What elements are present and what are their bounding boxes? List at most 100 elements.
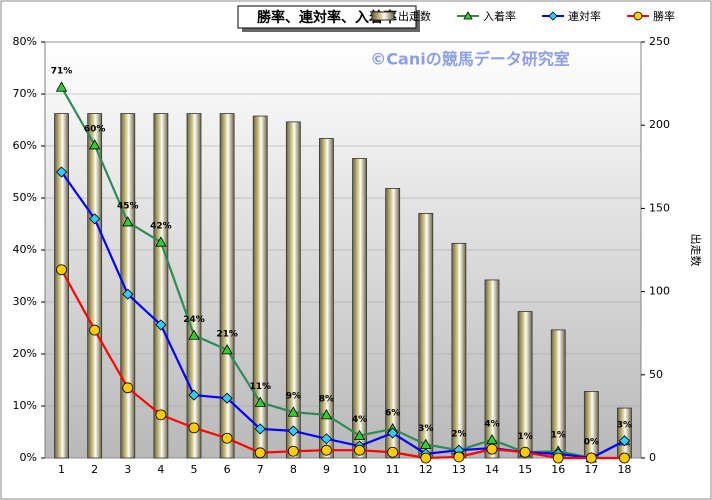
marker bbox=[254, 447, 266, 459]
y2-tick-label: 0 bbox=[649, 451, 656, 464]
legend-marker bbox=[633, 11, 643, 21]
marker bbox=[519, 446, 531, 458]
marker bbox=[155, 409, 167, 421]
bar bbox=[517, 311, 533, 459]
x-tick-label: 9 bbox=[323, 463, 330, 476]
marker bbox=[287, 406, 300, 417]
legend-label: 連対率 bbox=[568, 9, 601, 23]
y2-tick-label: 250 bbox=[649, 35, 670, 48]
data-label: 6% bbox=[385, 408, 400, 418]
marker bbox=[353, 429, 366, 441]
x-tick-label: 4 bbox=[157, 463, 164, 476]
y-tick-label: 70% bbox=[13, 87, 37, 100]
line bbox=[60, 269, 625, 460]
marker bbox=[221, 432, 233, 444]
y2-tick-label: 100 bbox=[649, 285, 670, 298]
y2-axis-label: 出走数 bbox=[689, 234, 703, 267]
data-label: 4% bbox=[352, 415, 367, 425]
data-label: 3% bbox=[418, 424, 433, 434]
marker bbox=[619, 452, 630, 464]
x-tick-label: 10 bbox=[353, 463, 367, 476]
data-label: 21% bbox=[216, 329, 238, 339]
marker bbox=[55, 81, 68, 92]
marker bbox=[552, 452, 564, 464]
bar bbox=[153, 113, 169, 459]
marker bbox=[287, 425, 299, 437]
legend-label: 入着率 bbox=[483, 9, 516, 23]
x-tick-label: 18 bbox=[617, 463, 631, 476]
bar bbox=[285, 121, 301, 459]
y2-tick-label: 150 bbox=[649, 201, 670, 214]
marker bbox=[55, 166, 68, 178]
marker bbox=[122, 216, 134, 227]
x-tick-label: 11 bbox=[386, 463, 400, 476]
marker bbox=[321, 444, 332, 456]
data-label: 60% bbox=[84, 124, 106, 134]
y2-tick-label: 200 bbox=[649, 118, 670, 131]
marker bbox=[188, 389, 200, 401]
data-label: 1% bbox=[517, 432, 532, 442]
marker bbox=[188, 422, 200, 434]
legend-marker bbox=[548, 11, 558, 21]
marker bbox=[89, 324, 101, 336]
x-tick-label: 5 bbox=[191, 463, 198, 476]
data-label: 3% bbox=[617, 420, 632, 430]
bar bbox=[418, 212, 434, 459]
marker bbox=[453, 451, 465, 463]
x-tick-label: 8 bbox=[290, 463, 297, 476]
marker bbox=[420, 452, 432, 464]
data-label: 42% bbox=[150, 222, 172, 232]
marker bbox=[188, 329, 200, 340]
legend-label: 勝率 bbox=[653, 9, 675, 23]
marker bbox=[155, 236, 167, 247]
data-label: 4% bbox=[484, 419, 499, 429]
marker bbox=[221, 344, 233, 355]
marker bbox=[221, 392, 233, 404]
y-tick-label: 30% bbox=[13, 295, 37, 308]
data-label: 71% bbox=[51, 67, 73, 77]
marker bbox=[618, 435, 631, 447]
x-tick-label: 2 bbox=[91, 463, 98, 476]
legend-marker bbox=[463, 11, 473, 20]
y-tick-label: 0% bbox=[20, 451, 37, 464]
marker bbox=[56, 264, 67, 276]
marker bbox=[155, 319, 167, 331]
marker bbox=[387, 446, 399, 458]
x-tick-label: 3 bbox=[124, 463, 131, 476]
marker bbox=[254, 423, 266, 435]
bar bbox=[352, 158, 367, 459]
marker bbox=[354, 444, 365, 456]
bar bbox=[583, 391, 599, 459]
bar bbox=[484, 279, 500, 459]
bar bbox=[319, 138, 334, 459]
data-label: 0% bbox=[584, 438, 599, 448]
x-tick-label: 13 bbox=[452, 463, 466, 476]
bar bbox=[120, 113, 136, 459]
marker bbox=[585, 452, 597, 464]
marker bbox=[122, 288, 134, 300]
y-tick-label: 80% bbox=[13, 35, 37, 48]
bar bbox=[87, 113, 103, 459]
y-tick-label: 40% bbox=[13, 243, 37, 256]
marker bbox=[88, 139, 101, 150]
legend-label: 出走数 bbox=[398, 9, 431, 23]
bar bbox=[54, 113, 69, 459]
x-tick-label: 12 bbox=[419, 463, 433, 476]
bar bbox=[451, 242, 467, 459]
data-label: 2% bbox=[451, 430, 466, 440]
bar bbox=[617, 407, 632, 459]
data-label: 9% bbox=[286, 392, 301, 402]
bar bbox=[219, 113, 235, 459]
x-tick-label: 6 bbox=[224, 463, 231, 476]
marker bbox=[320, 433, 333, 445]
y-tick-label: 10% bbox=[13, 399, 37, 412]
x-tick-label: 15 bbox=[518, 463, 532, 476]
marker bbox=[387, 427, 399, 439]
data-label: 8% bbox=[319, 394, 334, 404]
marker bbox=[254, 396, 266, 407]
watermark: ©Caniの競馬データ研究室 bbox=[370, 50, 569, 69]
legend-swatch bbox=[371, 11, 395, 21]
marker bbox=[287, 445, 299, 457]
data-label: 1% bbox=[551, 431, 566, 441]
